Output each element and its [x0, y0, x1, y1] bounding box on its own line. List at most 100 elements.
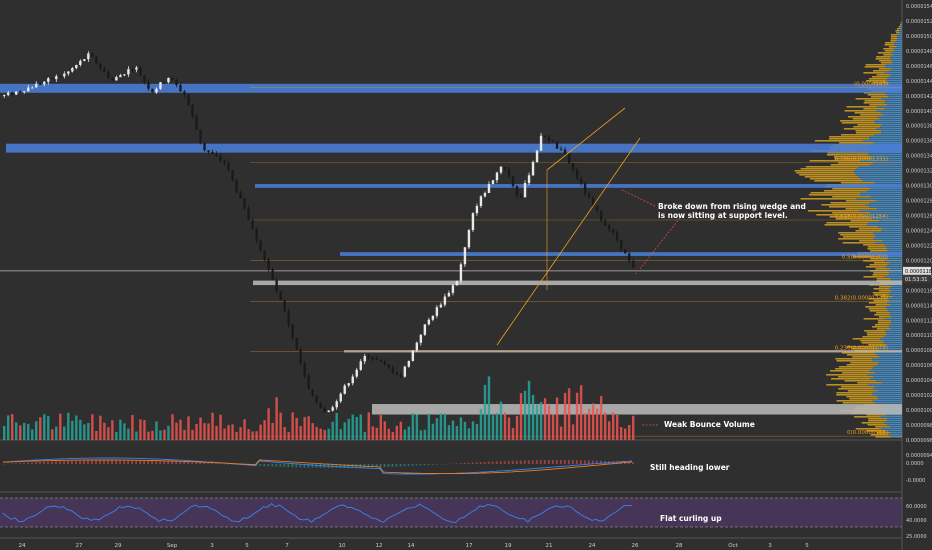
candle-body	[399, 375, 403, 377]
volume-profile-orange-bar	[826, 384, 868, 386]
macd-line	[2, 457, 633, 475]
candle-body	[335, 401, 338, 408]
macd-histogram-bar	[579, 460, 582, 464]
volume-profile-orange-bar	[874, 324, 890, 326]
volume-profile-blue-bar	[886, 298, 902, 300]
volume-bar	[399, 421, 403, 440]
volume-profile-blue-bar	[887, 264, 902, 266]
volume-profile-orange-bar	[816, 214, 864, 216]
candle-body	[111, 78, 114, 81]
candle-body	[59, 76, 62, 78]
volume-bar	[99, 415, 102, 440]
macd-histogram-bar	[535, 460, 538, 464]
volume-profile-blue-bar	[878, 362, 902, 364]
volume-bar	[259, 424, 262, 440]
volume-bar	[499, 401, 503, 440]
volume-profile-orange-bar	[890, 36, 898, 38]
volume-bar	[523, 390, 527, 440]
macd-histogram-bar	[483, 461, 486, 464]
volume-profile-blue-bar	[893, 48, 902, 50]
time-tick-label: 5	[805, 543, 809, 549]
volume-bar	[555, 397, 559, 440]
volume-profile-orange-bar	[868, 344, 887, 346]
volume-profile-orange-bar	[863, 92, 885, 94]
volume-profile-blue-bar	[876, 208, 902, 210]
volume-profile-orange-bar	[809, 178, 861, 180]
volume-profile-orange-bar	[875, 304, 891, 306]
volume-bar	[407, 426, 411, 440]
volume-profile-orange-bar	[890, 38, 897, 40]
volume-profile-blue-bar	[872, 358, 902, 360]
volume-bar	[455, 426, 459, 440]
volume-profile-blue-bar	[875, 236, 902, 238]
volume-profile-blue-bar	[858, 176, 902, 178]
candle-body	[107, 71, 110, 79]
candle-body	[251, 220, 254, 229]
volume-bar	[247, 429, 250, 440]
candle-body	[263, 250, 266, 260]
volume-bar	[451, 420, 455, 440]
volume-bar	[191, 429, 194, 440]
macd-histogram-bar	[139, 460, 142, 464]
volume-profile-orange-bar	[841, 122, 875, 124]
macd-histogram-bar	[31, 462, 33, 464]
candle-body	[283, 300, 286, 312]
candle-body	[183, 91, 186, 95]
candle-body	[355, 369, 358, 377]
volume-bar	[167, 425, 170, 440]
volume-bar	[79, 419, 82, 440]
volume-bar	[59, 413, 62, 440]
candle-body	[547, 136, 551, 142]
volume-profile-blue-bar	[884, 244, 902, 246]
volume-profile-blue-bar	[888, 82, 902, 84]
volume-bar	[255, 431, 258, 440]
macd-histogram-bar	[339, 464, 342, 468]
volume-profile-blue-bar	[891, 290, 902, 292]
volume-profile-blue-bar	[899, 28, 902, 30]
volume-profile-orange-bar	[836, 400, 873, 402]
fib-level-label: 0(0.00000965)	[847, 430, 888, 436]
volume-profile-orange-bar	[872, 274, 889, 276]
volume-profile-orange-bar	[842, 242, 876, 244]
volume-profile-blue-bar	[879, 338, 902, 340]
macd-histogram-bar	[283, 464, 286, 467]
candle-body	[167, 77, 170, 83]
volume-bar	[619, 427, 623, 440]
volume-profile-blue-bar	[890, 56, 902, 58]
volume-profile-blue-bar	[876, 200, 902, 202]
volume-profile-blue-bar	[886, 418, 902, 420]
candle-body	[511, 176, 515, 187]
macd-histogram-bar	[75, 460, 77, 464]
macd-histogram-bar	[211, 463, 214, 464]
volume-profile-blue-bar	[886, 420, 902, 422]
volume-profile-orange-bar	[838, 232, 874, 234]
macd-histogram-bar	[567, 460, 570, 464]
volume-bar	[227, 425, 230, 440]
volume-bar	[287, 431, 290, 440]
macd-histogram-bar	[27, 462, 29, 464]
volume-profile-orange-bar	[830, 370, 870, 372]
volume-bar	[43, 414, 46, 440]
volume-profile-blue-bar	[877, 390, 902, 392]
fib-level-label: 0.382(0.00001145)	[835, 296, 888, 302]
volume-profile-orange-bar	[800, 198, 857, 200]
macd-histogram-bar	[571, 460, 574, 464]
macd-histogram-bar	[367, 464, 370, 468]
candle-body	[627, 253, 631, 261]
volume-bar	[319, 428, 322, 440]
candle-body	[515, 186, 519, 196]
candle-body	[427, 319, 431, 325]
volume-profile-blue-bar	[894, 44, 902, 46]
volume-profile-blue-bar	[883, 342, 902, 344]
candle-body	[531, 162, 535, 176]
candle-body	[631, 260, 635, 268]
candle-body	[495, 172, 499, 181]
